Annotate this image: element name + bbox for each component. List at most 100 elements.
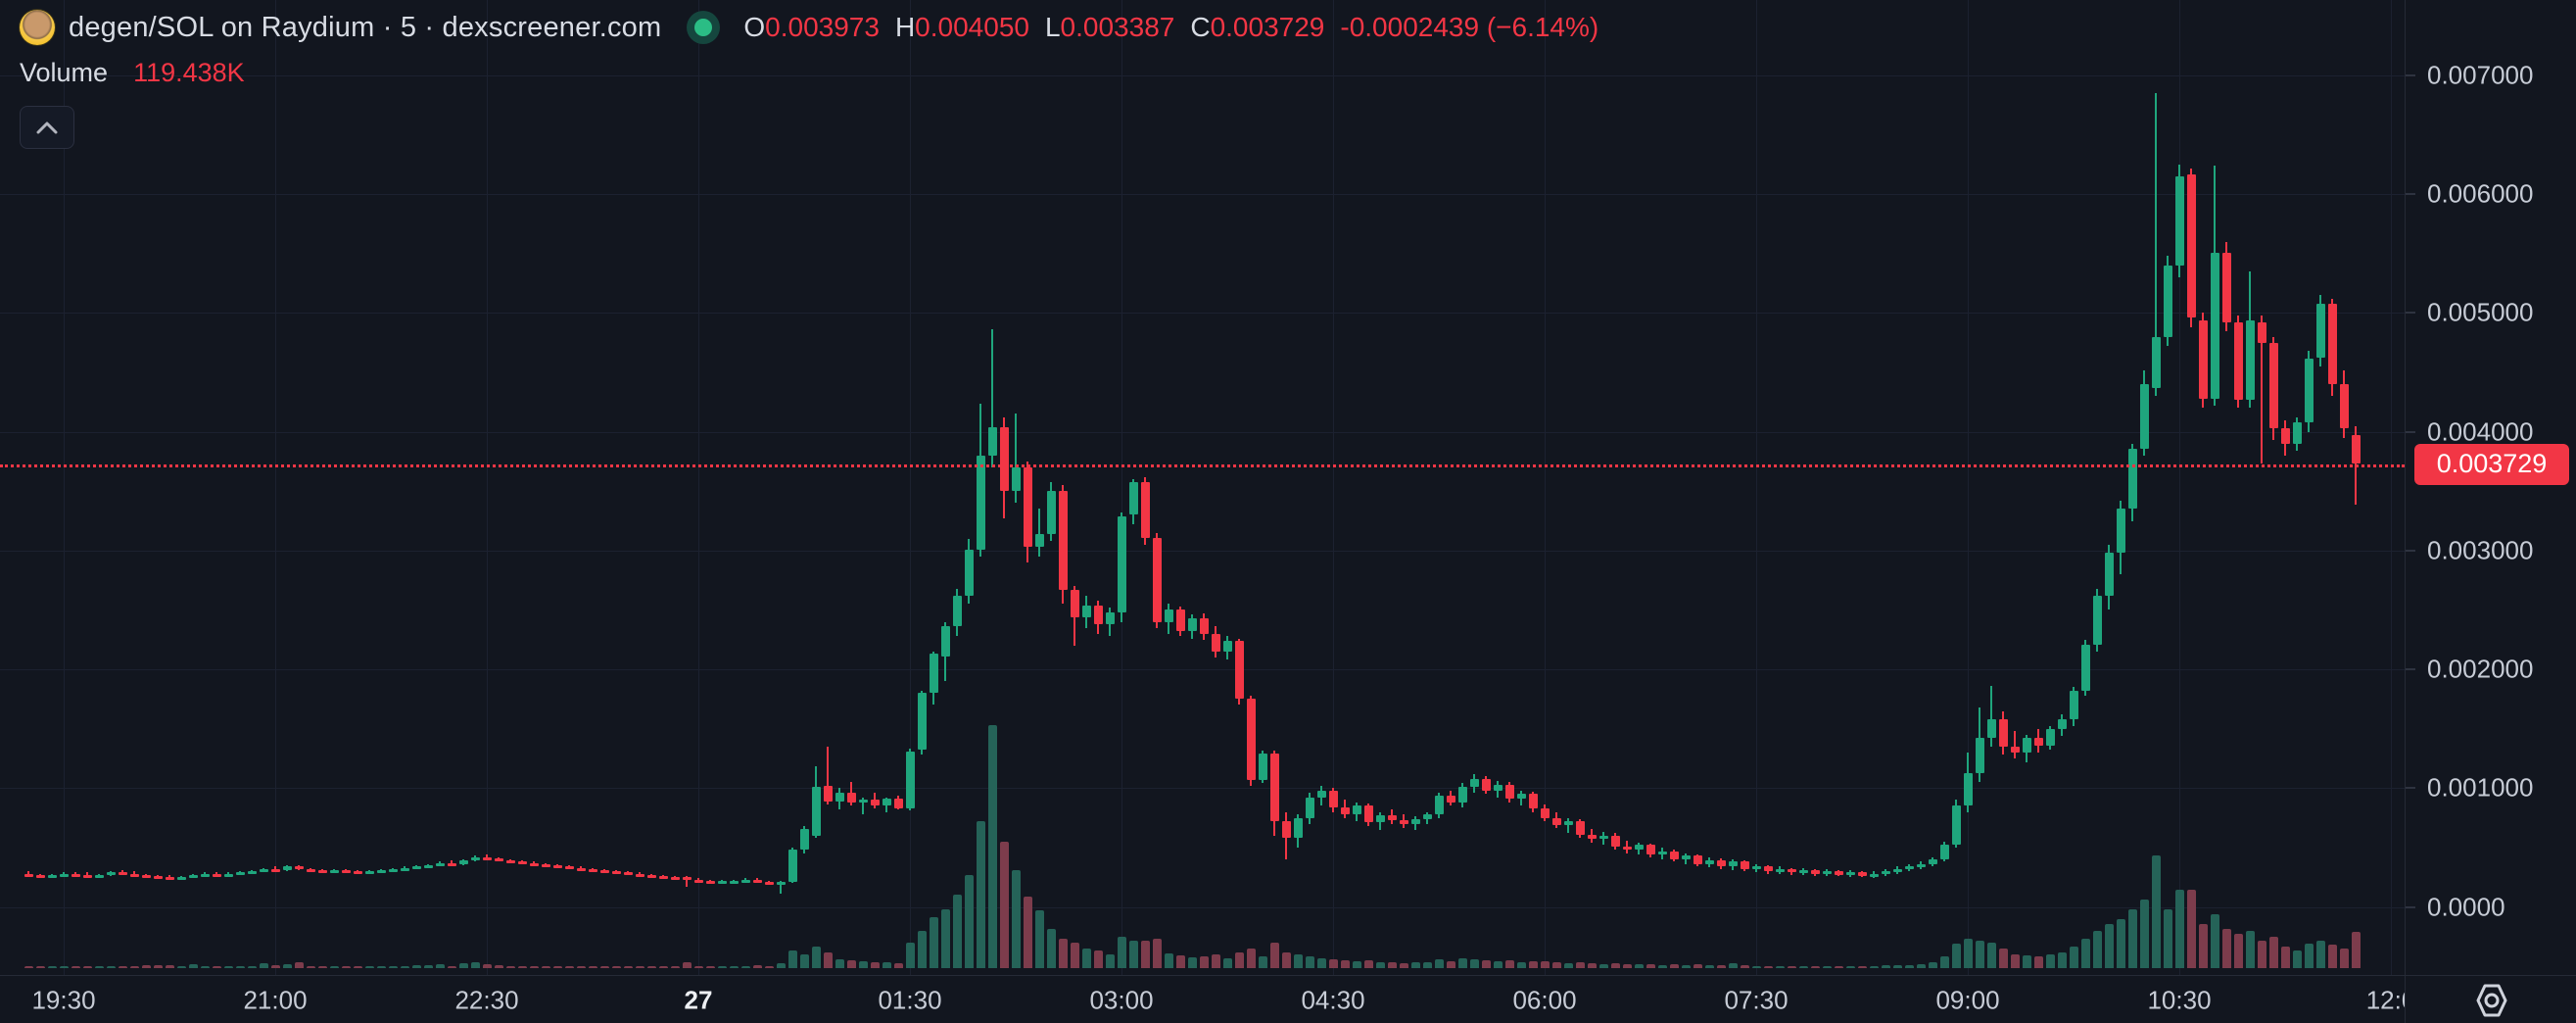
- volume-bar: [1482, 960, 1491, 968]
- candle-body: [400, 867, 409, 871]
- collapse-legend-button[interactable]: [20, 106, 74, 149]
- volume-bar: [565, 966, 574, 968]
- volume-bar: [506, 965, 515, 968]
- candle-body: [552, 865, 562, 869]
- candle-body: [999, 426, 1009, 492]
- gear-icon[interactable]: [2472, 981, 2511, 1020]
- volume-bar: [2222, 929, 2231, 968]
- volume-bar: [2281, 947, 2290, 968]
- volume-bar: [800, 954, 809, 968]
- candle-body: [517, 861, 527, 865]
- volume-bar: [2175, 890, 2184, 968]
- volume-bar: [1047, 929, 1056, 968]
- candle-body: [1305, 797, 1314, 818]
- volume-bar: [83, 966, 92, 968]
- candle-body: [1140, 481, 1150, 538]
- candle-body: [1281, 821, 1291, 839]
- volume-bar: [1341, 960, 1350, 968]
- volume-bar: [2105, 924, 2114, 968]
- candle-body: [1340, 806, 1350, 814]
- candle-body: [1681, 855, 1691, 859]
- volume-bar: [1752, 965, 1761, 968]
- time-gridline: [1121, 0, 1122, 975]
- volume-bar: [401, 965, 409, 968]
- volume-bar: [177, 966, 186, 968]
- candle-body: [1598, 835, 1608, 840]
- volume-bar: [953, 895, 962, 968]
- candle-body: [1446, 795, 1455, 803]
- candle-body: [71, 873, 80, 877]
- candle-body: [1787, 868, 1796, 873]
- candle-body: [1516, 794, 1526, 800]
- candle-body: [1551, 817, 1561, 825]
- price-axis-tick: [2406, 312, 2415, 315]
- volume-bar: [1400, 963, 1408, 968]
- candle-body: [1775, 868, 1785, 872]
- volume-bar: [624, 966, 633, 968]
- volume-bar: [1035, 910, 1044, 968]
- volume-bar: [2293, 950, 2302, 968]
- volume-bar: [248, 965, 257, 968]
- volume-bar: [906, 943, 915, 968]
- time-axis[interactable]: 19:30 21:00 22:30 27 01:30 03:00 04:30 06:00 07:…: [0, 975, 2405, 1023]
- candle-body: [564, 866, 574, 870]
- volume-bar: [2199, 924, 2208, 968]
- volume-bar: [1329, 959, 1338, 968]
- candle-wick: [991, 329, 993, 467]
- candle-body: [1845, 872, 1855, 876]
- price-axis[interactable]: 0.007000 0.006000 0.005000 0.004000 0.003000…: [2405, 0, 2576, 975]
- candle-body: [952, 595, 962, 627]
- volume-bar: [1729, 963, 1738, 968]
- volume-bar: [318, 966, 327, 968]
- candle-body: [1269, 754, 1279, 822]
- candle-body: [1493, 784, 1503, 791]
- candle-body: [1822, 871, 1832, 875]
- volume-bar: [1270, 943, 1279, 968]
- volume-bar: [36, 966, 45, 968]
- candle-body: [435, 862, 445, 866]
- candle-body: [1152, 537, 1162, 622]
- volume-bar: [1212, 954, 1220, 968]
- candlestick-chart-canvas[interactable]: [0, 0, 2405, 975]
- volume-bar: [1176, 955, 1185, 968]
- candle-body: [2198, 319, 2208, 399]
- volume-bar: [1059, 939, 1068, 968]
- candle-wick: [733, 879, 735, 883]
- volume-bar: [553, 966, 562, 968]
- volume-bar: [1682, 964, 1691, 968]
- candle-body: [176, 877, 186, 881]
- candle-body: [611, 871, 621, 875]
- volume-bar: [2269, 937, 2278, 968]
- candle-body: [1587, 834, 1597, 840]
- candle-body: [1434, 795, 1444, 814]
- volume-bar: [330, 966, 339, 968]
- candle-body: [905, 751, 915, 808]
- candle-body: [200, 873, 210, 877]
- volume-bar: [977, 821, 985, 968]
- candle-body: [1222, 640, 1232, 652]
- candle-body: [1740, 861, 1749, 869]
- time-axis-label: 06:00: [1512, 985, 1577, 1014]
- candle-body: [1246, 699, 1256, 780]
- volume-bar: [1141, 941, 1150, 968]
- volume-bar: [1964, 939, 1973, 968]
- candle-body: [658, 875, 668, 879]
- volume-bar: [542, 966, 550, 968]
- candle-body: [1798, 869, 1808, 873]
- candle-body: [270, 868, 280, 872]
- candle-body: [1892, 868, 1902, 872]
- candle-body: [1904, 866, 1914, 870]
- volume-bar: [471, 962, 480, 968]
- candle-body: [2033, 738, 2043, 746]
- candle-body: [1916, 863, 1926, 867]
- volume-bar: [1952, 944, 1961, 968]
- time-gridline: [1545, 0, 1546, 975]
- candle-body: [2221, 252, 2231, 323]
- volume-bar: [2140, 900, 2149, 968]
- candle-body: [1410, 818, 1420, 824]
- volume-bar: [1317, 958, 1326, 968]
- candle-body: [1387, 815, 1397, 820]
- volume-bar: [495, 965, 503, 968]
- price-axis-tick: [2406, 430, 2415, 433]
- price-axis-label: 0.002000: [2427, 654, 2534, 684]
